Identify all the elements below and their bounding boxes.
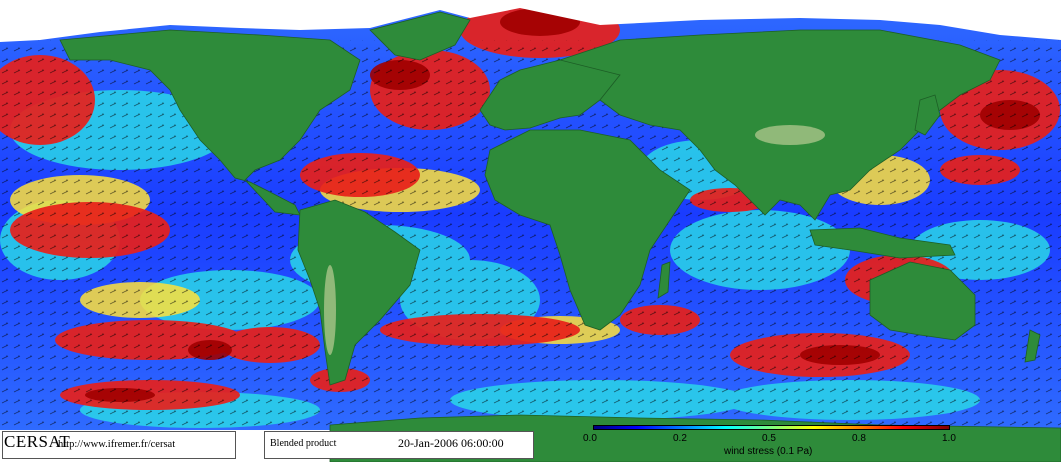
japan [914,94,941,136]
credit-box [2,431,236,459]
product-box [264,431,534,459]
arctic-ice [0,0,1061,42]
colorbar-scale [593,425,950,430]
cersat-url: http://www.ifremer.fr/cersat [58,439,176,450]
highlands [324,125,825,355]
north-america [59,29,361,216]
greenland [369,11,471,61]
colorbar-tick: 0.8 [852,433,866,444]
timestamp: 20-Jan-2006 06:00:00 [398,436,504,450]
colorbar-tick: 0.2 [673,433,687,444]
colorbar-tick: 0.5 [762,433,776,444]
colorbar-tick: 1.0 [942,433,956,444]
colorbar-tick: 0.0 [583,433,597,444]
australia [869,261,976,341]
madagascar [657,261,671,299]
indonesia [809,227,956,259]
cersat-logo: CERSAT [4,432,71,451]
africa [484,129,691,331]
product-label: Blended product [270,438,337,449]
asia [558,29,1001,221]
new-zealand [1024,329,1041,363]
colorbar-label: wind stress (0.1 Pa) [724,446,813,457]
